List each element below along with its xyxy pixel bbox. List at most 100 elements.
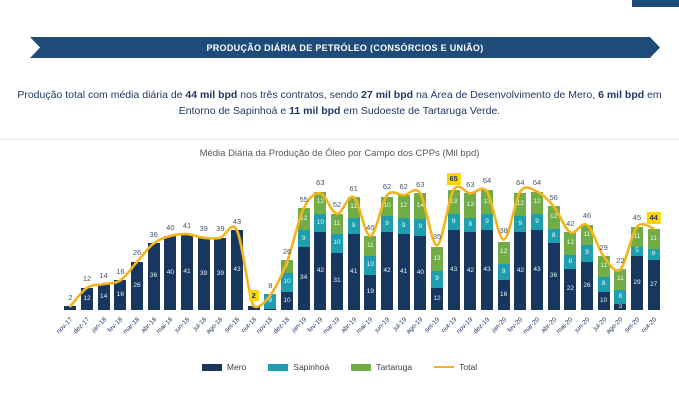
bar-segment-tartaruga: 11 <box>647 228 660 249</box>
total-label: 2 <box>68 292 73 302</box>
bar-segment-sapinhoa: 9 <box>581 245 593 262</box>
segment-value-label: 9 <box>501 267 506 275</box>
segment-value-label: 11 <box>583 230 591 238</box>
bar-abr-20: 36 8 12 <box>547 206 560 310</box>
segment-value-label: 13 <box>466 201 474 209</box>
bar-jan-19: 34 9 12 <box>297 208 310 310</box>
bar-ago-19: 40 9 14 <box>414 193 427 310</box>
top-right-decoration <box>632 0 679 7</box>
segment-value-label: 9 <box>351 221 356 229</box>
segment-value-label: 10 <box>316 218 324 226</box>
segment-value-label: 12 <box>566 239 574 247</box>
bar-segment-tartaruga: 12 <box>564 232 577 255</box>
bar-segment-sapinhoa: 10 <box>281 273 293 292</box>
segment-value-label: 14 <box>100 292 108 300</box>
total-label: 16 <box>116 266 125 276</box>
bar-segment-sapinhoa: 9 <box>381 215 393 233</box>
total-label: 36 <box>149 229 158 239</box>
bar-segment-mero: 36 <box>547 243 560 310</box>
bar-nov-17 <box>64 306 77 310</box>
segment-value-label: 12 <box>300 215 308 223</box>
bar-segment-mero <box>264 309 277 310</box>
total-label: 55 <box>299 194 308 204</box>
bar-ago-18: 39 <box>214 237 227 310</box>
bar-segment-mero: 41 <box>181 234 193 310</box>
segment-value-label: 29 <box>633 278 641 286</box>
segment-value-label: 36 <box>150 272 158 280</box>
summary-highlight-value: 44 mil bpd <box>185 88 238 101</box>
bar-segment-sapinhoa: 9 <box>447 213 460 231</box>
total-label: 64 <box>532 178 542 188</box>
bar-segment-tartaruga: 12 <box>547 206 560 229</box>
bar-segment-sapinhoa: 10 <box>331 234 343 253</box>
segment-value-label: 13 <box>450 197 458 205</box>
chart-legend: Mero Sapinhoá Tartaruga Total <box>0 362 679 372</box>
segment-value-label: 9 <box>585 249 589 257</box>
bar-fev-20: 42 9 12 <box>514 193 527 310</box>
legend-swatch <box>434 365 455 369</box>
bar-out-18 <box>247 306 260 310</box>
segment-value-label: 39 <box>200 269 208 277</box>
segment-value-label: 26 <box>133 281 141 289</box>
bar-segment-mero: 26 <box>131 261 143 310</box>
bar-segment-sapinhoa: 9 <box>347 217 360 235</box>
summary-highlight-value: 27 mil bpd <box>361 88 414 101</box>
bar-out-20: 27 6 11 <box>647 228 660 310</box>
total-label: 61 <box>349 183 358 193</box>
segment-value-label: 36 <box>550 272 558 280</box>
segment-value-label: 41 <box>183 267 191 275</box>
segment-value-label: 11 <box>616 275 624 283</box>
bar-segment-tartaruga: 11 <box>331 213 343 235</box>
bar-segment-mero: 41 <box>397 234 410 310</box>
segment-value-label: 42 <box>316 266 324 274</box>
bar-segment-mero: 10 <box>281 291 293 310</box>
bar-fev-18: 16 <box>114 280 127 310</box>
segment-value-label: 11 <box>600 262 608 270</box>
bar-segment-mero: 36 <box>147 243 160 310</box>
bar-segment-tartaruga: 12 <box>497 241 510 264</box>
bar-segment-mero: 34 <box>297 247 310 310</box>
segment-value-label: 12 <box>316 198 324 206</box>
segment-value-label: 11 <box>333 219 341 227</box>
segment-value-label: 12 <box>433 294 441 302</box>
bar-segment-mero: 14 <box>97 284 110 310</box>
bar-segment-tartaruga: 11 <box>347 197 360 218</box>
chart-title: Média Diária da Produção de Óleo por Cam… <box>199 148 480 159</box>
bar-segment-mero: 29 <box>631 256 643 310</box>
bar-segment-sapinhoa: 9 <box>297 230 310 248</box>
bar-fev-19: 42 10 12 <box>314 191 327 310</box>
bar-segment-sapinhoa: 9 <box>431 271 443 288</box>
bar-segment-mero <box>247 306 260 310</box>
bar-segment-tartaruga: 10 <box>381 197 393 216</box>
segment-value-label: 8 <box>618 292 623 300</box>
total-label: 42 <box>566 218 575 228</box>
total-label: 41 <box>182 220 192 230</box>
bar-out-19: 43 9 13 <box>447 189 460 310</box>
bar-segment-mero: 43 <box>231 230 243 310</box>
legend-label: Mero <box>226 362 247 372</box>
segment-value-label: 40 <box>416 268 424 276</box>
legend-item-tartaruga: Tartaruga <box>351 362 412 372</box>
bar-jan-20: 16 9 12 <box>497 241 510 310</box>
segment-value-label: 34 <box>300 274 308 282</box>
segment-value-label: 43 <box>450 265 458 273</box>
bar-segment-mero: 39 <box>214 237 227 310</box>
bar-segment-sapinhoa: 9 <box>531 213 543 231</box>
bar-segment-tartaruga: 11 <box>614 269 627 290</box>
bar-segment-sapinhoa: 6 <box>647 248 660 261</box>
bar-segment-tartaruga: 11 <box>631 226 643 248</box>
segment-value-label: 10 <box>600 296 608 304</box>
total-label: 46 <box>582 211 592 221</box>
bar-abr-19: 41 9 11 <box>347 197 360 310</box>
legend-swatch <box>201 363 222 371</box>
header-banner: PRODUÇÃO DIÁRIA DE PETRÓLEO (CONSÓRCIOS … <box>30 37 660 58</box>
segment-value-label: 43 <box>233 265 241 273</box>
bar-segment-mero: 3 <box>614 303 627 310</box>
bar-segment-sapinhoa: 8 <box>464 217 477 233</box>
bar-segment-sapinhoa: 9 <box>497 263 510 281</box>
bar-segment-mero: 40 <box>164 236 177 310</box>
segment-value-label: 9 <box>535 217 539 225</box>
segment-value-label: 12 <box>516 200 524 208</box>
segment-value-label: 26 <box>583 281 591 289</box>
total-label: 62 <box>382 181 392 191</box>
